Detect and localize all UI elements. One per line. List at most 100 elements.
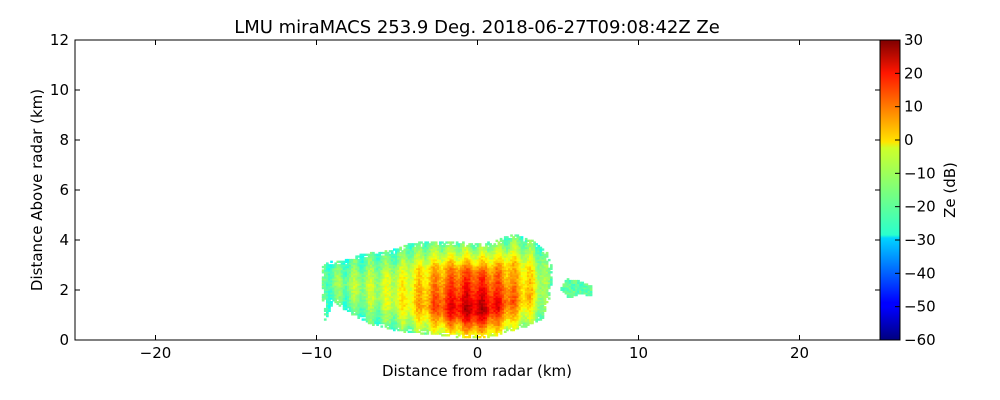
heatmap-cell [485, 316, 488, 319]
heatmap-cell [395, 307, 398, 311]
heatmap-cell [447, 323, 451, 326]
heatmap-cell [585, 293, 589, 297]
heatmap-cell [430, 311, 434, 314]
heatmap-cell [462, 328, 465, 332]
heatmap-cell [413, 302, 417, 305]
heatmap-cell [369, 316, 373, 319]
heatmap-cell [330, 276, 333, 279]
heatmap-cell [386, 300, 390, 304]
heatmap-cell [495, 295, 499, 298]
heatmap-cell [478, 307, 482, 311]
heatmap-cell [436, 286, 440, 290]
heatmap-cell [428, 286, 432, 290]
heatmap-cell [508, 272, 511, 276]
heatmap-cell [476, 302, 480, 305]
heatmap-cell [346, 267, 350, 270]
heatmap-cell [436, 279, 440, 283]
heatmap-cell [439, 250, 442, 253]
heatmap-cell [472, 318, 476, 321]
heatmap-cell [503, 302, 507, 305]
heatmap-cell [395, 290, 398, 293]
heatmap-cell [443, 269, 446, 272]
heatmap-cell [430, 279, 434, 283]
heatmap-cell [349, 300, 352, 304]
heatmap-cell [409, 257, 413, 260]
heatmap-cell [476, 314, 480, 318]
heatmap-cell [529, 290, 532, 293]
heatmap-cell [531, 300, 534, 304]
heatmap-cell [464, 271, 467, 274]
heatmap-cell [392, 316, 396, 319]
heatmap-cell [512, 328, 515, 332]
heatmap-cell [493, 314, 497, 318]
heatmap-cell [445, 250, 448, 253]
heatmap-cell [365, 265, 369, 269]
heatmap-cell [466, 318, 469, 321]
heatmap-cell [514, 255, 518, 258]
heatmap-cell [386, 314, 390, 318]
heatmap-cell [332, 286, 335, 290]
heatmap-cell [405, 290, 409, 293]
heatmap-cell [443, 255, 446, 258]
heatmap-cell [476, 321, 480, 325]
heatmap-cell [434, 307, 438, 311]
heatmap-cell [472, 332, 476, 335]
heatmap-cell [495, 278, 499, 281]
heatmap-cell [541, 257, 545, 260]
heatmap-cell [436, 323, 440, 326]
heatmap-cell [365, 258, 369, 262]
heatmap-cell [480, 311, 484, 314]
heatmap-cell [497, 316, 501, 319]
heatmap-cell [462, 335, 465, 339]
heatmap-cell [390, 325, 394, 328]
heatmap-cell [541, 278, 545, 281]
heatmap-cell [395, 279, 398, 283]
heatmap-cell [422, 264, 425, 267]
heatmap-cell [520, 299, 524, 302]
heatmap-cell [533, 244, 536, 248]
heatmap-cell [524, 248, 528, 251]
heatmap-cell [487, 285, 490, 288]
heatmap-cell [478, 323, 482, 326]
heatmap-cell [359, 299, 363, 302]
heatmap-cell [503, 285, 507, 288]
heatmap-cell [428, 307, 432, 311]
heatmap-cell [357, 260, 361, 263]
heatmap-cell [508, 248, 511, 251]
heatmap-cell [428, 325, 432, 328]
heatmap-cell [401, 314, 405, 318]
heatmap-cell [520, 309, 524, 312]
heatmap-cell [529, 281, 532, 284]
heatmap-cell [493, 264, 497, 267]
heatmap-cell [529, 286, 532, 290]
heatmap-cell [545, 276, 549, 279]
heatmap-cell [449, 307, 453, 311]
heatmap-cell [365, 286, 369, 290]
heatmap-cell [436, 302, 440, 305]
heatmap-cell [407, 299, 411, 302]
heatmap-cell [476, 262, 480, 265]
heatmap-cell [462, 286, 465, 290]
heatmap-cell [332, 290, 335, 293]
heatmap-cell [516, 325, 520, 328]
heatmap-cell [420, 290, 423, 293]
heatmap-cell [372, 290, 375, 293]
heatmap-cell [455, 293, 459, 297]
heatmap-cell [455, 251, 459, 255]
heatmap-cell [516, 311, 520, 314]
heatmap-cell [487, 258, 490, 262]
heatmap-cell [585, 290, 589, 293]
heatmap-cell [432, 253, 436, 256]
heatmap-cell [411, 311, 415, 314]
heatmap-cell [426, 307, 430, 311]
heatmap-cell [434, 325, 438, 328]
heatmap-cell [346, 278, 350, 281]
heatmap-cell [349, 304, 352, 307]
heatmap-cell [457, 330, 461, 333]
heatmap-cell [374, 264, 377, 267]
heatmap-cell [359, 281, 363, 284]
heatmap-cell [372, 260, 375, 263]
heatmap-cell [392, 293, 396, 297]
heatmap-cell [353, 306, 356, 309]
